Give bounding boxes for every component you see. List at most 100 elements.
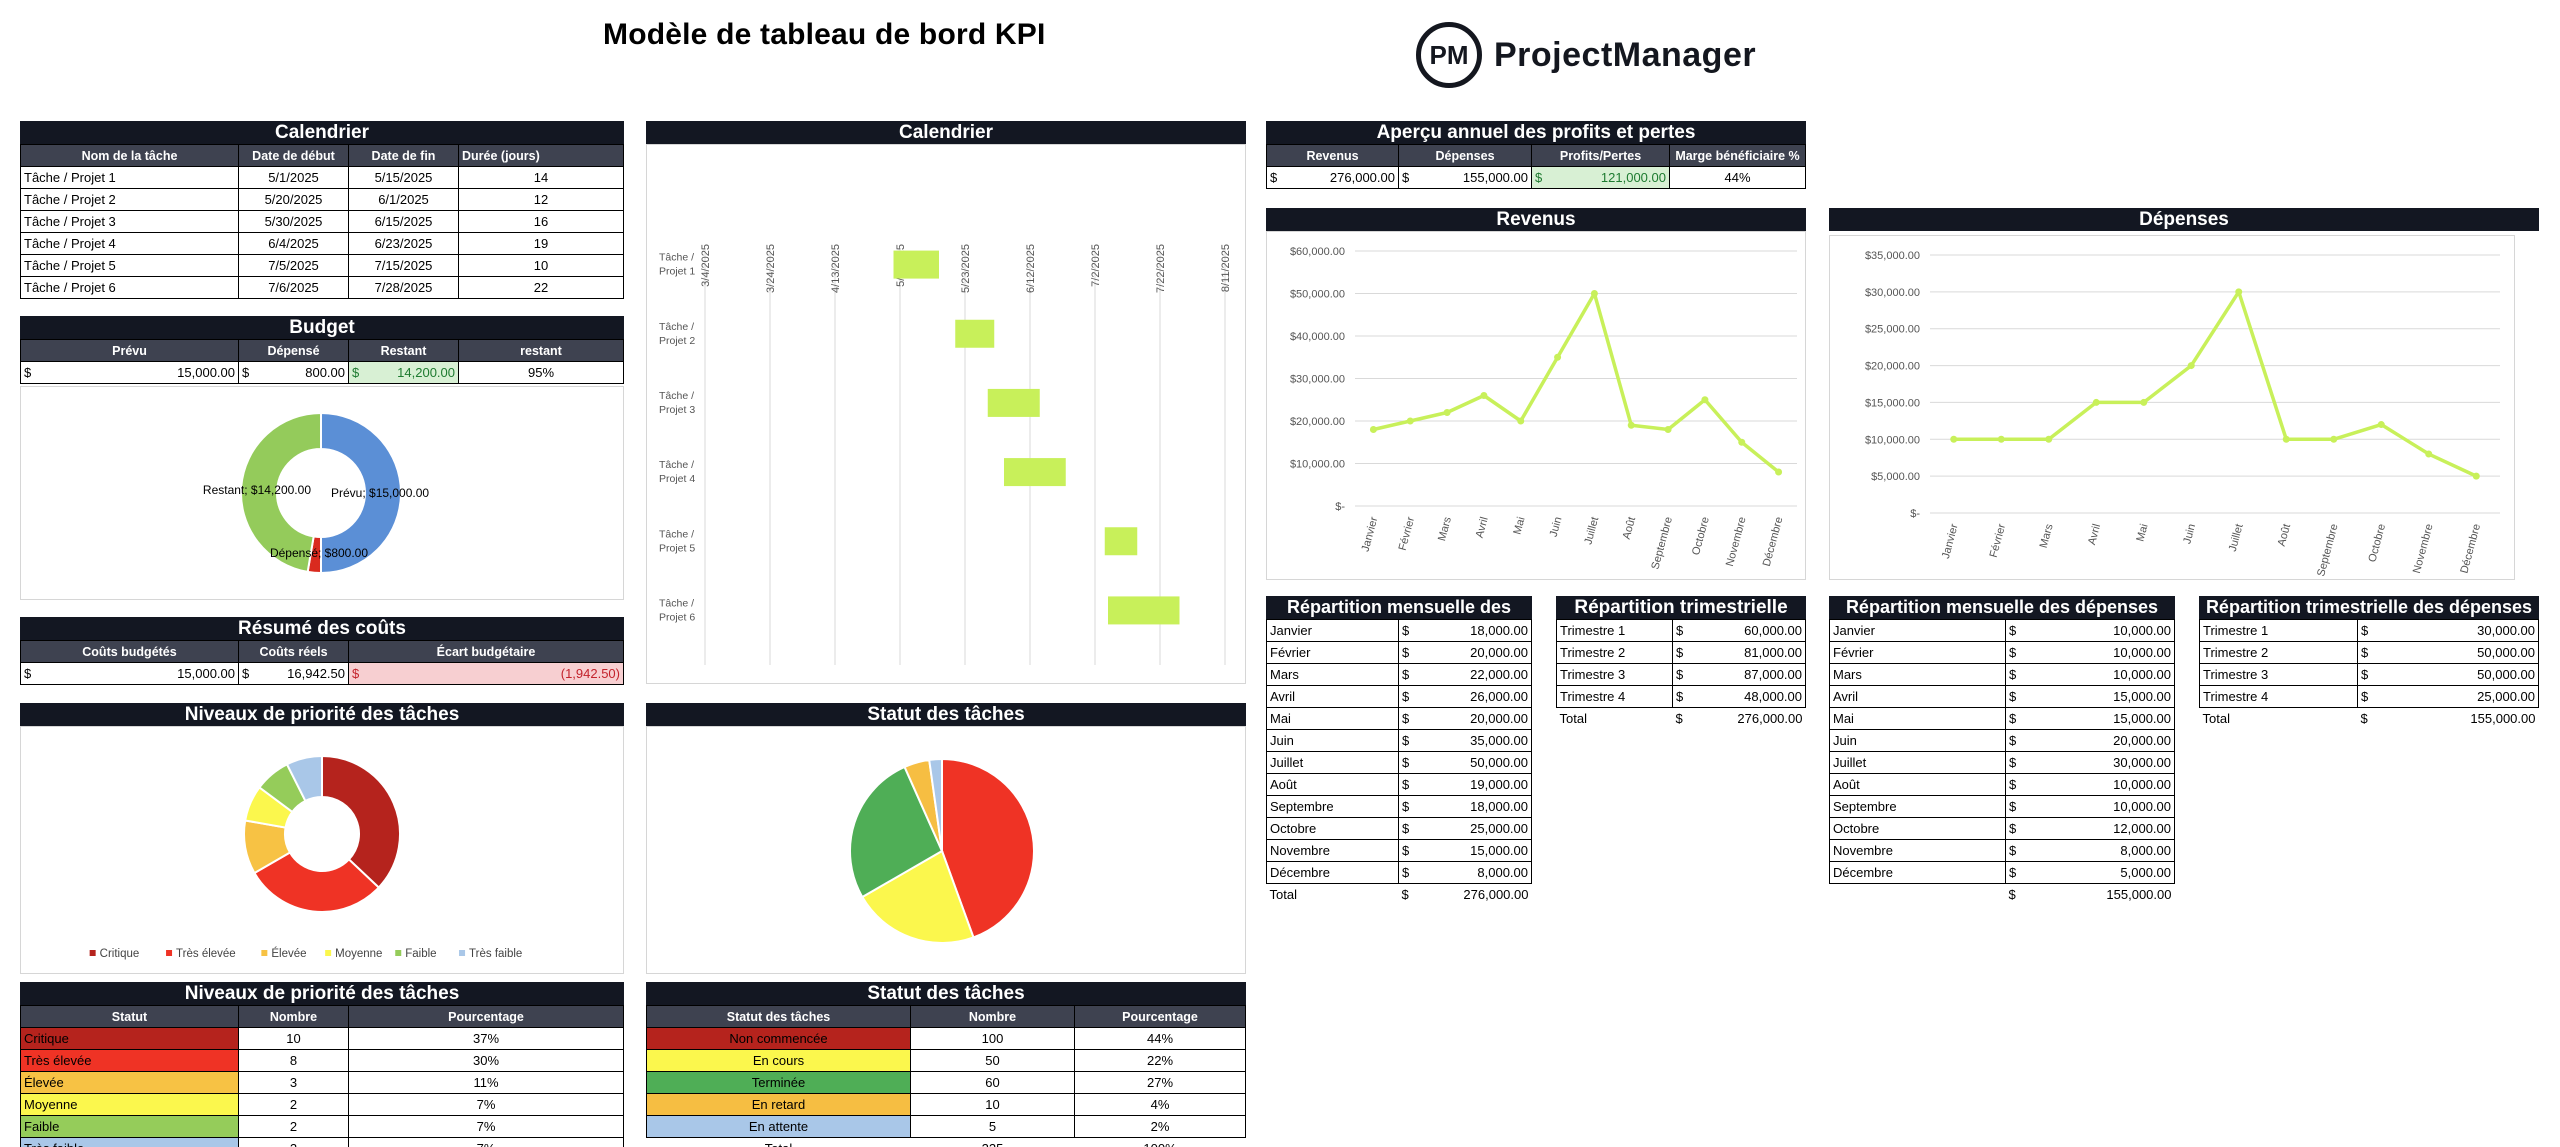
period-cell[interactable]: Trimestre 3 — [2199, 663, 2358, 686]
period-cell[interactable]: Septembre — [1829, 795, 2006, 818]
period-cell[interactable]: Septembre — [1266, 795, 1399, 818]
total-amount-cell[interactable]: $276,000.00 — [1399, 884, 1532, 906]
priority-pct-cell[interactable]: 37% — [348, 1027, 624, 1050]
end-date-cell[interactable]: 7/15/2025 — [348, 254, 459, 277]
status-name-cell[interactable]: En attente — [646, 1115, 911, 1138]
total-amount-cell[interactable]: $155,000.00 — [2006, 884, 2175, 906]
total-label-cell[interactable]: Total — [2202, 711, 2230, 726]
task-name-cell[interactable]: Tâche / Projet 5 — [20, 254, 239, 277]
priority-count-cell[interactable]: 2 — [238, 1093, 349, 1116]
duration-cell[interactable]: 10 — [458, 254, 624, 277]
period-cell[interactable]: Avril — [1266, 685, 1399, 708]
duration-cell[interactable]: 14 — [458, 166, 624, 189]
priority-count-cell[interactable]: 2 — [238, 1137, 349, 1147]
priority-pct-cell[interactable]: 7% — [348, 1115, 624, 1138]
total-label-cell[interactable]: Total — [1269, 887, 1297, 902]
status-count-cell[interactable]: 100 — [910, 1027, 1075, 1050]
amount-cell[interactable]: $10,000.00 — [2005, 641, 2175, 664]
period-cell[interactable]: Trimestre 3 — [1556, 663, 1673, 686]
start-date-cell[interactable]: 6/4/2025 — [238, 232, 349, 255]
period-cell[interactable]: Août — [1829, 773, 2006, 796]
task-name-cell[interactable]: Tâche / Projet 1 — [20, 166, 239, 189]
period-cell[interactable]: Janvier — [1266, 619, 1399, 642]
start-date-cell[interactable]: 5/20/2025 — [238, 188, 349, 211]
start-date-cell[interactable]: 5/1/2025 — [238, 166, 349, 189]
status-count-cell[interactable]: 5 — [910, 1115, 1075, 1138]
total-label-cell[interactable]: Total — [1559, 711, 1587, 726]
period-cell[interactable]: Mai — [1829, 707, 2006, 730]
amount-cell[interactable]: $8,000.00 — [1398, 861, 1532, 884]
budgeted-cost-cell[interactable]: $15,000.00 — [20, 662, 239, 685]
start-date-cell[interactable]: 7/6/2025 — [238, 276, 349, 299]
amount-cell[interactable]: $10,000.00 — [2005, 773, 2175, 796]
period-cell[interactable]: Décembre — [1266, 861, 1399, 884]
amount-cell[interactable]: $15,000.00 — [2005, 685, 2175, 708]
amount-cell[interactable]: $8,000.00 — [2005, 839, 2175, 862]
pnl-expenses-cell[interactable]: $155,000.00 — [1398, 166, 1532, 189]
period-cell[interactable]: Janvier — [1829, 619, 2006, 642]
status-pct-cell[interactable]: 22% — [1074, 1049, 1246, 1072]
amount-cell[interactable]: $10,000.00 — [2005, 795, 2175, 818]
amount-cell[interactable]: $30,000.00 — [2357, 619, 2539, 642]
status-count-cell[interactable]: 10 — [910, 1093, 1075, 1116]
amount-cell[interactable]: $81,000.00 — [1672, 641, 1806, 664]
period-cell[interactable]: Novembre — [1266, 839, 1399, 862]
total-label-cell[interactable] — [1830, 884, 2006, 906]
budget-remaining-pct[interactable]: 95% — [458, 361, 624, 384]
end-date-cell[interactable]: 6/23/2025 — [348, 232, 459, 255]
status-name-cell[interactable]: En cours — [646, 1049, 911, 1072]
priority-status-cell[interactable]: Moyenne — [20, 1093, 239, 1116]
period-cell[interactable]: Février — [1266, 641, 1399, 664]
total-label-cell[interactable]: Total — [647, 1138, 911, 1147]
period-cell[interactable]: Mai — [1266, 707, 1399, 730]
priority-pct-cell[interactable]: 11% — [348, 1071, 624, 1094]
period-cell[interactable]: Trimestre 4 — [2199, 685, 2358, 708]
total-pct-cell[interactable]: 100% — [1075, 1138, 1246, 1147]
amount-cell[interactable]: $20,000.00 — [1398, 641, 1532, 664]
status-count-cell[interactable]: 50 — [910, 1049, 1075, 1072]
status-name-cell[interactable]: Terminée — [646, 1071, 911, 1094]
duration-cell[interactable]: 19 — [458, 232, 624, 255]
period-cell[interactable]: Juin — [1829, 729, 2006, 752]
amount-cell[interactable]: $10,000.00 — [2005, 663, 2175, 686]
period-cell[interactable]: Trimestre 2 — [2199, 641, 2358, 664]
end-date-cell[interactable]: 7/28/2025 — [348, 276, 459, 299]
priority-pct-cell[interactable]: 30% — [348, 1049, 624, 1072]
amount-cell[interactable]: $15,000.00 — [2005, 707, 2175, 730]
priority-count-cell[interactable]: 8 — [238, 1049, 349, 1072]
priority-count-cell[interactable]: 10 — [238, 1027, 349, 1050]
amount-cell[interactable]: $50,000.00 — [1398, 751, 1532, 774]
period-cell[interactable]: Décembre — [1829, 861, 2006, 884]
duration-cell[interactable]: 22 — [458, 276, 624, 299]
amount-cell[interactable]: $20,000.00 — [1398, 707, 1532, 730]
amount-cell[interactable]: $35,000.00 — [1398, 729, 1532, 752]
status-name-cell[interactable]: Non commencée — [646, 1027, 911, 1050]
pnl-profit-cell[interactable]: $121,000.00 — [1531, 166, 1670, 189]
duration-cell[interactable]: 12 — [458, 188, 624, 211]
amount-cell[interactable]: $20,000.00 — [2005, 729, 2175, 752]
total-count-cell[interactable]: 225 — [911, 1138, 1075, 1147]
end-date-cell[interactable]: 6/1/2025 — [348, 188, 459, 211]
priority-status-cell[interactable]: Très faible — [20, 1137, 239, 1147]
priority-status-cell[interactable]: Élevée — [20, 1071, 239, 1094]
period-cell[interactable]: Octobre — [1829, 817, 2006, 840]
status-pct-cell[interactable]: 27% — [1074, 1071, 1246, 1094]
amount-cell[interactable]: $18,000.00 — [1398, 619, 1532, 642]
duration-cell[interactable]: 16 — [458, 210, 624, 233]
amount-cell[interactable]: $15,000.00 — [1398, 839, 1532, 862]
amount-cell[interactable]: $60,000.00 — [1672, 619, 1806, 642]
amount-cell[interactable]: $12,000.00 — [2005, 817, 2175, 840]
period-cell[interactable]: Février — [1829, 641, 2006, 664]
task-name-cell[interactable]: Tâche / Projet 3 — [20, 210, 239, 233]
period-cell[interactable]: Trimestre 2 — [1556, 641, 1673, 664]
status-name-cell[interactable]: En retard — [646, 1093, 911, 1116]
status-pct-cell[interactable]: 2% — [1074, 1115, 1246, 1138]
status-pct-cell[interactable]: 4% — [1074, 1093, 1246, 1116]
budget-planned-cell[interactable]: $15,000.00 — [20, 361, 239, 384]
amount-cell[interactable]: $48,000.00 — [1672, 685, 1806, 708]
period-cell[interactable]: Juin — [1266, 729, 1399, 752]
period-cell[interactable]: Octobre — [1266, 817, 1399, 840]
budget-remaining-cell[interactable]: $14,200.00 — [348, 361, 459, 384]
amount-cell[interactable]: $10,000.00 — [2005, 619, 2175, 642]
pnl-margin[interactable]: 44% — [1669, 166, 1806, 189]
